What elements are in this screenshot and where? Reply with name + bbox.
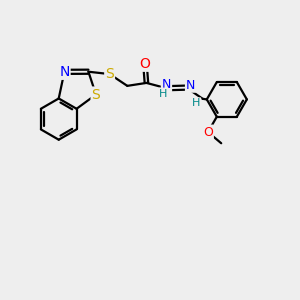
Text: S: S: [92, 88, 100, 102]
Text: N: N: [186, 79, 195, 92]
Text: H: H: [159, 88, 168, 98]
Text: S: S: [105, 67, 114, 81]
Text: O: O: [140, 57, 150, 71]
Text: N: N: [59, 65, 70, 79]
Text: O: O: [203, 126, 213, 139]
Text: H: H: [192, 98, 200, 108]
Text: N: N: [162, 78, 171, 91]
